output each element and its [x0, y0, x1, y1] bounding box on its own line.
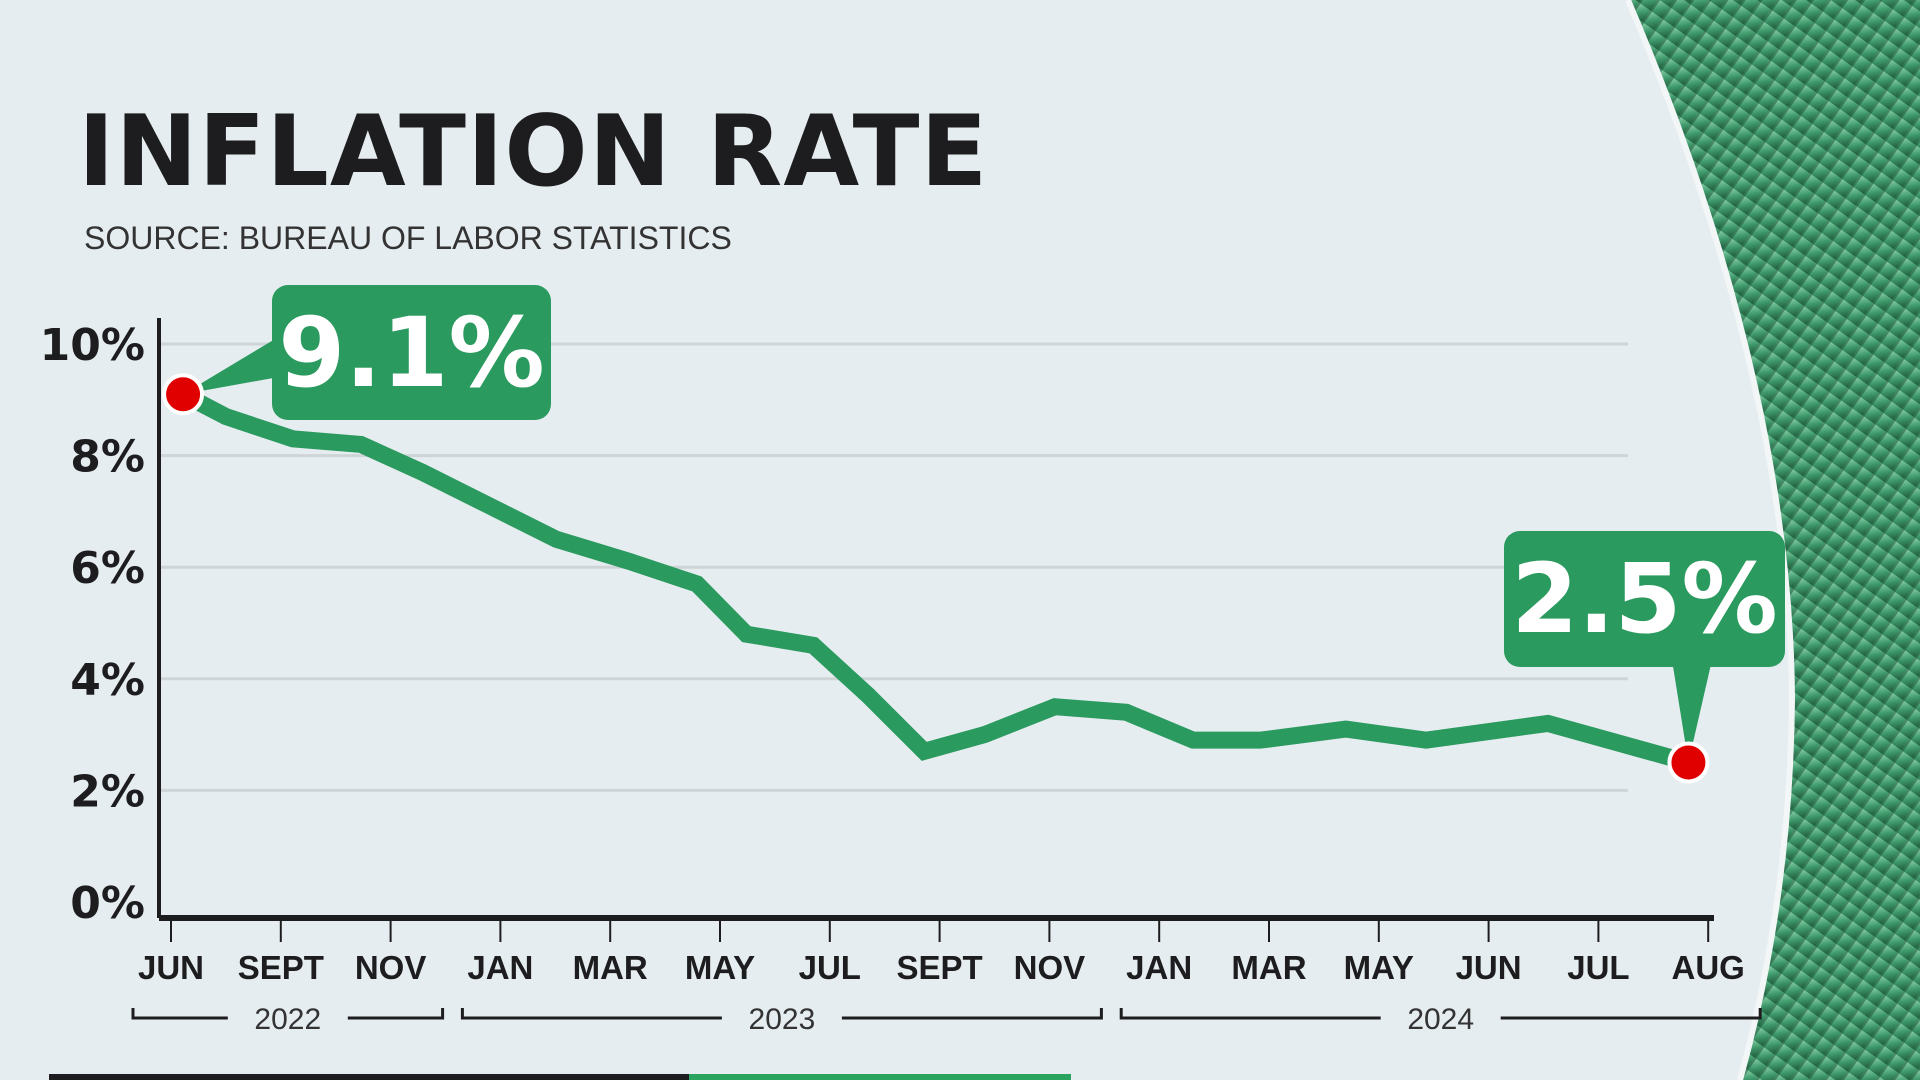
x-tick-label: JAN	[467, 949, 533, 986]
data-point	[1053, 705, 1056, 708]
series-line	[179, 386, 1691, 771]
callout-end-pointer	[1672, 660, 1712, 763]
x-tick-label: SEPT	[896, 949, 982, 986]
data-point	[224, 415, 227, 418]
y-tick-label: 4%	[70, 655, 145, 706]
y-tick-label: 2%	[70, 766, 145, 817]
year-bracket	[460, 1008, 1103, 1020]
data-point	[745, 633, 748, 636]
start-marker	[162, 373, 205, 416]
year-label: 2023	[749, 1003, 816, 1036]
y-tick-label: 6%	[70, 543, 145, 594]
data-point	[695, 582, 698, 585]
data-point	[488, 504, 491, 507]
data-point	[291, 437, 294, 440]
progress-bar-fill	[689, 1074, 1071, 1080]
data-point	[1425, 739, 1428, 742]
data-point	[812, 644, 815, 647]
data-point	[867, 694, 870, 697]
callout-start-pointer	[183, 330, 290, 395]
y-tick-label: 10%	[40, 320, 145, 371]
data-point	[1192, 739, 1195, 742]
data-point	[1125, 711, 1128, 714]
data-point	[1546, 722, 1549, 725]
x-tick-label: MAR	[1231, 949, 1306, 986]
x-tick-label: MAY	[685, 949, 755, 986]
data-point	[1259, 739, 1262, 742]
data-point	[628, 560, 631, 563]
callout-start-label: 9.1%	[278, 296, 545, 409]
x-tick-label: AUG	[1672, 949, 1745, 986]
callout-start-value: 9.1%	[272, 285, 551, 420]
data-point	[923, 750, 926, 753]
data-point	[1344, 728, 1347, 731]
data-point	[555, 538, 558, 541]
year-label: 2024	[1407, 1003, 1474, 1036]
x-tick-label: SEPT	[238, 949, 324, 986]
x-tick-label: MAY	[1344, 949, 1414, 986]
y-tick-label: 0%	[70, 878, 145, 929]
source-note: SOURCE: BUREAU OF LABOR STATISTICS	[84, 220, 732, 256]
x-tick-label: JUL	[1567, 949, 1629, 986]
x-tick-label: MAR	[573, 949, 648, 986]
page-title: INFLATION RATE	[78, 95, 989, 209]
year-bracket	[131, 1008, 445, 1020]
data-point	[421, 471, 424, 474]
y-tick-label: 8%	[70, 432, 145, 483]
callout-end-value: 2.5%	[1504, 531, 1785, 667]
end-marker	[1667, 741, 1710, 784]
x-tick-label: NOV	[1014, 949, 1086, 986]
year-bracket	[1119, 1008, 1762, 1020]
data-point	[983, 733, 986, 736]
data-point	[359, 443, 362, 446]
x-tick-label: NOV	[355, 949, 427, 986]
x-tick-label: JAN	[1126, 949, 1192, 986]
progress-bar-track	[49, 1074, 689, 1080]
x-tick-label: JUL	[799, 949, 861, 986]
x-tick-label: JUN	[138, 949, 204, 986]
year-label: 2022	[254, 1003, 321, 1036]
callout-end-label: 2.5%	[1511, 543, 1778, 655]
x-tick-label: JUN	[1456, 949, 1522, 986]
